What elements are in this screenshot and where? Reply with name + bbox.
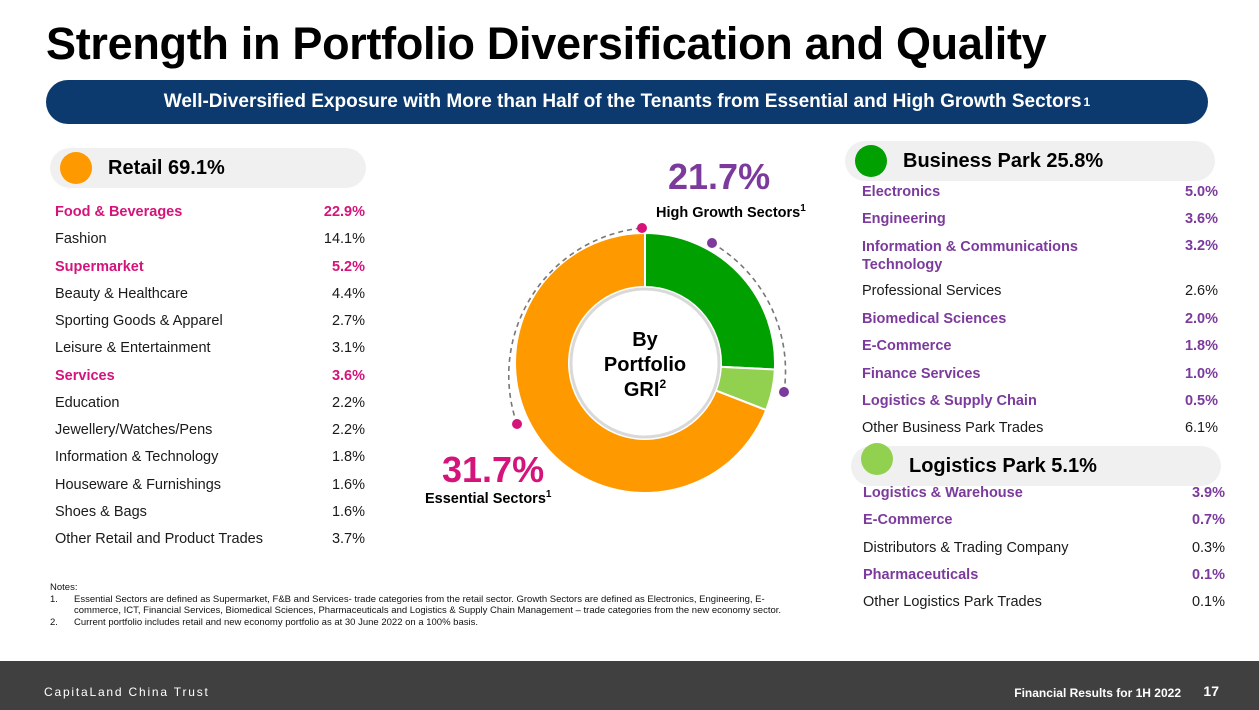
business-park-item-pct: 3.2% [1184,238,1218,254]
logistics-park-item-name: Logistics & Warehouse [863,485,1023,501]
logistics-park-header: Logistics Park 5.1% [851,443,1221,486]
retail-item-name: Education [55,395,120,411]
business-park-header: Business Park 25.8% [845,141,1215,181]
essential-sectors-sup: 1 [545,489,552,500]
retail-item-name: Other Retail and Product Trades [55,531,263,547]
retail-list: Food & Beverages 22.9% Fashion 14.1% Superma… [55,204,365,554]
essential-sectors-pct: 31.7% [442,449,545,490]
business-park-list: Electronics 5.0% Engineering 3.6% Informatio… [862,184,1218,439]
retail-item-pct: 2.2% [331,422,365,438]
business-park-item-name: Biomedical Sciences [862,311,1007,327]
retail-dot-icon [60,152,92,184]
business-park-item-name: Other Business Park Trades [862,420,1044,436]
retail-header: Retail 69.1% [50,148,366,188]
growth-sectors-label: High Growth Sectors1 [656,203,806,221]
business-park-item-name: Logistics & Supply Chain [862,393,1037,409]
business-park-item-pct: 3.6% [1184,211,1218,227]
business-park-item-pct: 2.6% [1184,283,1218,299]
banner-footnote-ref: 1 [1083,95,1091,109]
retail-item-pct: 2.7% [331,313,365,329]
notes-heading: Notes: [50,582,78,593]
business-park-item-pct: 1.0% [1184,366,1218,382]
footer: CapitaLand China Trust Financial Results… [0,661,1259,710]
business-park-item-name: Finance Services [862,366,981,382]
business-park-item-name: Information & Communications Technology [862,239,1078,273]
footer-report: Financial Results for 1H 2022 [1014,686,1181,700]
logistics-park-item-name: E-Commerce [863,512,953,528]
growth-sectors-text: High Growth Sectors [656,204,801,221]
business-park-item-name: Electronics [862,184,941,200]
retail-item-name: Jewellery/Watches/Pens [55,422,213,438]
retail-item-name: Sporting Goods & Apparel [55,313,223,329]
page-title: Strength in Portfolio Diversification an… [46,18,1047,69]
logistics-park-item-pct: 3.9% [1191,485,1225,501]
logistics-park-header-label: Logistics Park 5.1% [909,454,1097,477]
logistics-park-item-name: Distributors & Trading Company [863,540,1069,556]
retail-item-pct: 14.1% [323,231,365,247]
retail-item-name: Services [55,368,115,384]
retail-item-pct: 1.6% [331,477,365,493]
chart-center-line1: By [632,329,658,351]
business-park-header-label: Business Park 25.8% [903,149,1104,172]
retail-item-pct: 3.1% [331,340,365,356]
retail-item-pct: 1.8% [331,449,365,465]
chart-center-gri: GRI [624,379,660,401]
logistics-park-item-name: Pharmaceuticals [863,567,979,583]
logistics-park-item-name: Other Logistics Park Trades [863,594,1042,610]
business-park-item-name: E-Commerce [862,338,952,354]
note-1-text: Essential Sectors are defined as Superma… [74,593,782,617]
business-park-dot-icon [855,145,887,177]
growth-sectors-pct: 21.7% [668,156,771,197]
retail-item-pct: 4.4% [331,286,365,302]
logistics-park-list: Logistics & Warehouse 3.9% E-Commerce 0.7% D… [863,485,1225,615]
retail-item-pct: 2.2% [331,395,365,411]
note-1-num: 1. [50,593,58,605]
retail-item-pct: 5.2% [331,259,365,275]
retail-item-name: Fashion [55,231,107,247]
retail-item-name: Food & Beverages [55,204,183,220]
notes: Notes: 1. Essential Sectors are defined … [50,582,810,628]
retail-item-pct: 22.9% [323,204,365,220]
retail-item-name: Houseware & Furnishings [55,477,222,493]
chart-center-sup: 2 [659,377,666,391]
retail-item-name: Beauty & Healthcare [55,286,188,302]
business-park-item-name: Professional Services [862,283,1002,299]
logistics-park-dot-icon [861,443,893,475]
business-park-item-pct: 0.5% [1184,393,1218,409]
banner-text: Well-Diversified Exposure with More than… [163,91,1082,112]
page-number: 17 [1203,683,1219,699]
retail-item-pct: 1.6% [331,504,365,520]
logistics-park-item-pct: 0.7% [1191,512,1225,528]
business-park-item-name: Engineering [862,211,946,227]
retail-item-pct: 3.6% [331,368,365,384]
footer-company: CapitaLand China Trust [44,685,210,699]
note-2-text: Current portfolio includes retail and ne… [74,616,478,628]
logistics-park-item-pct: 0.3% [1191,540,1225,556]
subtitle-banner: Well-Diversified Exposure with More than… [46,80,1208,124]
chart-center-line2: Portfolio [604,354,686,376]
essential-sectors-label: Essential Sectors1 [425,489,551,507]
retail-item-pct: 3.7% [331,531,365,547]
retail-item-name: Leisure & Entertainment [55,340,211,356]
business-park-item-pct: 5.0% [1184,184,1218,200]
business-park-item-pct: 1.8% [1184,338,1218,354]
business-park-item-pct: 2.0% [1184,311,1218,327]
essential-sectors-text: Essential Sectors [425,490,546,507]
retail-item-name: Supermarket [55,259,144,275]
logistics-park-item-pct: 0.1% [1191,594,1225,610]
note-1: 1. Essential Sectors are defined as Supe… [50,594,810,617]
retail-header-label: Retail 69.1% [108,156,225,179]
retail-item-name: Information & Technology [55,449,219,465]
logistics-park-item-pct: 0.1% [1191,567,1225,583]
growth-sectors-sup: 1 [800,203,806,214]
note-2: 2. Current portfolio includes retail and… [50,617,810,629]
retail-item-name: Shoes & Bags [55,504,147,520]
note-2-num: 2. [50,616,58,628]
business-park-item-pct: 6.1% [1184,420,1218,436]
